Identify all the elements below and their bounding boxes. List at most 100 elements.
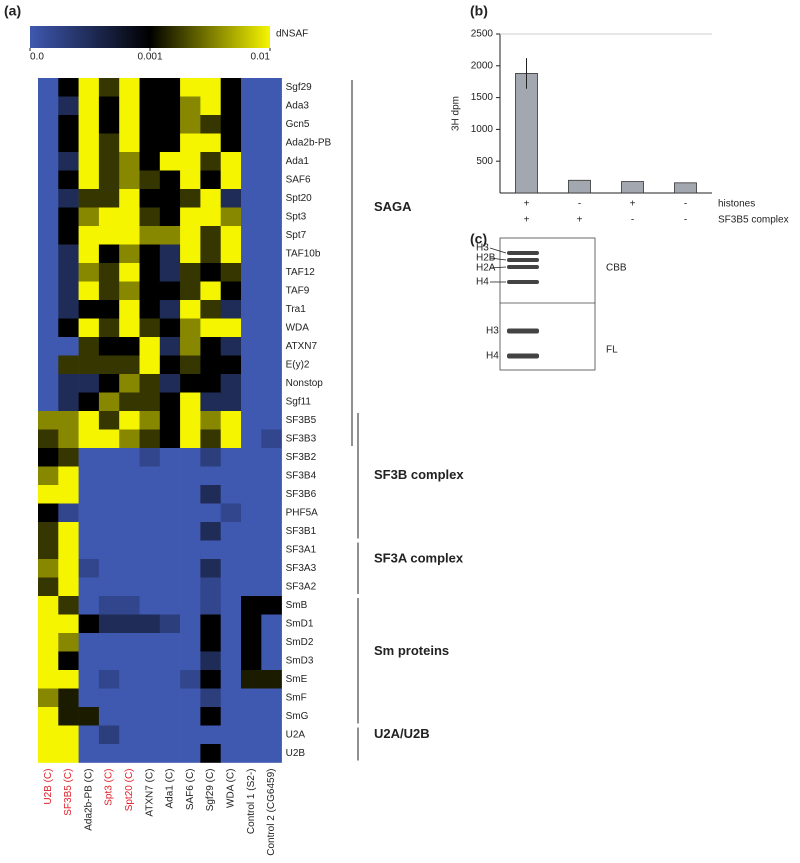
heatmap-cell bbox=[98, 96, 120, 116]
heatmap-cell bbox=[98, 540, 120, 560]
heatmap-cell bbox=[180, 115, 201, 134]
heatmap-cell bbox=[200, 392, 221, 412]
heatmap-cell bbox=[139, 78, 161, 97]
heatmap-cell bbox=[139, 744, 161, 763]
heatmap-cell bbox=[58, 522, 79, 541]
heatmap-cell bbox=[261, 725, 282, 745]
row-label: E(y)2 bbox=[286, 359, 310, 370]
heatmap-cell bbox=[159, 485, 181, 504]
heatmap-cell bbox=[220, 244, 242, 264]
heatmap-cell bbox=[98, 670, 120, 689]
row-label: SF3A2 bbox=[286, 581, 317, 592]
heatmap-cell bbox=[261, 374, 282, 393]
heatmap-cell bbox=[38, 596, 59, 615]
heatmap-cell bbox=[139, 226, 161, 245]
x-table-cell: - bbox=[578, 199, 581, 210]
heatmap-cell bbox=[78, 318, 100, 338]
heatmap-cell bbox=[78, 133, 100, 153]
heatmap-cell bbox=[98, 374, 120, 393]
heatmap-cell bbox=[98, 411, 120, 430]
heatmap-cell bbox=[241, 725, 262, 745]
heatmap-cell bbox=[159, 337, 181, 356]
heatmap-cell bbox=[119, 355, 140, 375]
row-label: SmD1 bbox=[286, 618, 314, 629]
heatmap-cell bbox=[58, 96, 79, 116]
heatmap-cell bbox=[220, 152, 242, 171]
heatmap-cell bbox=[78, 300, 100, 319]
row-label: TAF10b bbox=[286, 248, 321, 259]
heatmap-cell bbox=[180, 744, 201, 763]
heatmap-cell bbox=[78, 263, 100, 282]
heatmap-cell bbox=[159, 707, 181, 726]
heatmap-cell bbox=[139, 411, 161, 430]
heatmap-cell bbox=[220, 281, 242, 301]
row-label: SF3A3 bbox=[286, 563, 317, 574]
heatmap-cell bbox=[261, 614, 282, 634]
heatmap-cell bbox=[261, 207, 282, 227]
heatmap-cell bbox=[159, 226, 181, 245]
heatmap-cell bbox=[261, 577, 282, 597]
heatmap-cell bbox=[220, 614, 242, 634]
heatmap-cell bbox=[78, 429, 100, 449]
heatmap-cell bbox=[200, 596, 221, 615]
heatmap-cell bbox=[119, 651, 140, 671]
row-label: TAF12 bbox=[286, 267, 316, 278]
column-label: Ada2b-PB (C) bbox=[83, 769, 94, 831]
heatmap-cell bbox=[261, 244, 282, 264]
band-pointer bbox=[489, 257, 507, 261]
heatmap-cell bbox=[159, 300, 181, 319]
heatmap-cell bbox=[38, 485, 59, 504]
heatmap-cell bbox=[98, 688, 120, 708]
heatmap-cell bbox=[200, 189, 221, 208]
heatmap-cell bbox=[159, 355, 181, 375]
heatmap-cell bbox=[78, 559, 100, 578]
heatmap-cell bbox=[180, 485, 201, 504]
heatmap-cell bbox=[200, 207, 221, 227]
heatmap-cell bbox=[180, 207, 201, 227]
heatmap-cell bbox=[261, 281, 282, 301]
heatmap-cell bbox=[58, 448, 79, 467]
heatmap-cell bbox=[58, 614, 79, 634]
heatmap-cell bbox=[139, 670, 161, 689]
heatmap-cell bbox=[58, 281, 79, 301]
heatmap-cell bbox=[159, 96, 181, 116]
heatmap-cell bbox=[200, 318, 221, 338]
heatmap-cell bbox=[261, 392, 282, 412]
heatmap-cell bbox=[139, 170, 161, 190]
row-label: Spt7 bbox=[286, 230, 307, 241]
column-label: U2B (C) bbox=[43, 769, 54, 805]
heatmap-cell bbox=[261, 522, 282, 541]
heatmap-cell bbox=[98, 744, 120, 763]
heatmap-cell bbox=[180, 429, 201, 449]
heatmap-cell bbox=[58, 115, 79, 134]
heatmap-cell bbox=[58, 577, 79, 597]
heatmap-cell bbox=[200, 226, 221, 245]
heatmap-cell bbox=[241, 115, 262, 134]
heatmap-cell bbox=[119, 670, 140, 689]
heatmap-cell bbox=[98, 170, 120, 190]
heatmap-cell bbox=[119, 688, 140, 708]
heatmap-cell bbox=[220, 466, 242, 486]
heatmap-cell bbox=[261, 226, 282, 245]
row-label: SF3B4 bbox=[286, 470, 317, 481]
heatmap-cell bbox=[139, 688, 161, 708]
heatmap-cell bbox=[180, 596, 201, 615]
heatmap-cell bbox=[159, 392, 181, 412]
heatmap-cell bbox=[159, 374, 181, 393]
bar bbox=[621, 181, 644, 194]
heatmap-cell bbox=[58, 374, 79, 393]
heatmap-cell bbox=[78, 503, 100, 523]
heatmap-cell bbox=[119, 170, 140, 190]
heatmap-cell bbox=[261, 596, 282, 615]
heatmap-cell bbox=[38, 133, 59, 153]
heatmap-cell bbox=[180, 707, 201, 726]
heatmap-cell bbox=[159, 633, 181, 652]
heatmap-cell bbox=[119, 577, 140, 597]
heatmap-cell bbox=[159, 115, 181, 134]
heatmap-cell bbox=[220, 485, 242, 504]
gel-band bbox=[507, 265, 539, 269]
heatmap-cell bbox=[220, 688, 242, 708]
heatmap-cell bbox=[58, 152, 79, 171]
heatmap-cell bbox=[180, 392, 201, 412]
row-label: Ada2b-PB bbox=[286, 137, 332, 148]
